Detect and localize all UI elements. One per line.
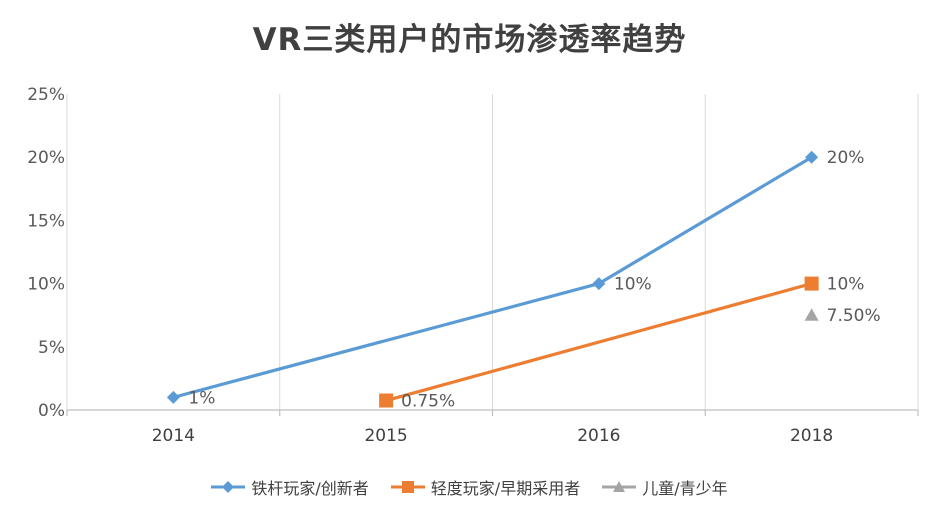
series-line-2	[385, 282, 813, 403]
chart-title: VR三类用户的市场渗透率趋势	[252, 22, 687, 58]
chart-legend: 铁杆玩家/创新者 轻度玩家/早期采用者 儿童/青少年	[0, 474, 939, 500]
legend-label: 儿童/青少年	[642, 479, 728, 498]
y-tick-label: 0%	[38, 401, 65, 421]
data-label: 20%	[827, 148, 865, 168]
data-point-series-1	[592, 277, 606, 291]
y-tick-label: 10%	[27, 275, 65, 295]
x-tick-label: 2014	[152, 426, 195, 446]
legend-label: 轻度玩家/早期采用者	[430, 479, 581, 498]
data-label: 7.50%	[827, 306, 881, 326]
data-point-series-3	[804, 308, 819, 321]
data-point-series-1	[166, 390, 180, 404]
y-tick-label: 15%	[27, 211, 65, 231]
legend-item-3: 儿童/青少年	[602, 475, 728, 499]
legend-key-3	[602, 481, 637, 492]
legend-key-2	[390, 481, 425, 493]
x-tick-label: 2018	[790, 426, 833, 446]
legend-key-1	[211, 481, 246, 493]
data-label: 1%	[188, 388, 215, 408]
data-point-series-1	[805, 150, 819, 164]
line-chart: 0% 5% 10% 15% 20% 25% 2014 2015 2016 2018 1% 10% 20%…	[27, 85, 919, 446]
data-label: 0.75%	[401, 392, 455, 412]
y-tick-label: 5%	[38, 338, 65, 358]
legend-label: 铁杆玩家/创新者	[251, 479, 369, 498]
data-point-series-2	[804, 276, 819, 291]
x-tick-label: 2016	[577, 426, 620, 446]
y-tick-label: 25%	[27, 85, 65, 105]
data-label: 10%	[827, 275, 865, 295]
legend-item-1: 铁杆玩家/创新者	[211, 475, 369, 499]
y-tick-label: 20%	[27, 148, 65, 168]
x-tick-label: 2015	[364, 426, 407, 446]
data-point-series-2	[379, 393, 394, 408]
data-label: 10%	[614, 275, 652, 295]
legend-item-2: 轻度玩家/早期采用者	[390, 475, 581, 499]
